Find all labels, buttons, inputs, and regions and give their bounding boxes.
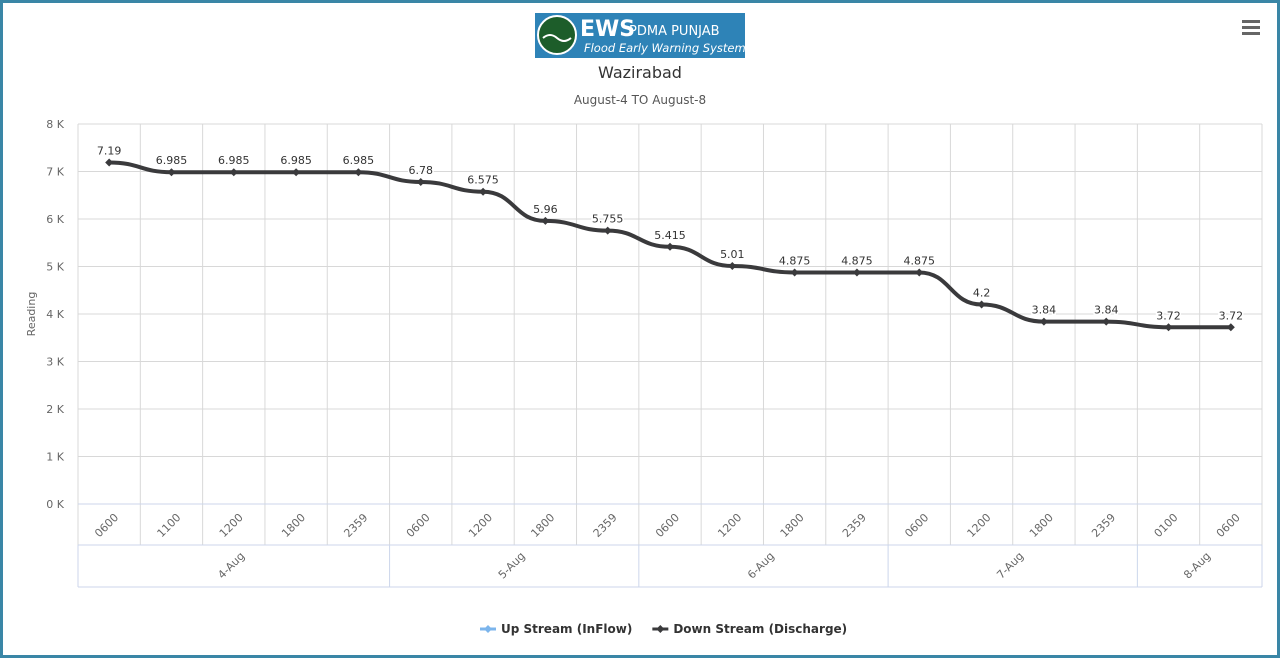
menu-bar[interactable] [1242,32,1260,35]
data-point [416,177,425,186]
data-label: 7.19 [97,144,122,157]
y-axis-title: Reading [25,292,38,337]
data-point [603,226,612,235]
y-tick-label: 4 K [46,308,64,321]
logo-main: EWS [580,17,635,42]
data-point [728,262,737,271]
data-point [1226,323,1235,332]
data-label: 5.415 [654,229,686,242]
data-point [977,300,986,309]
data-label: 6.575 [467,174,499,187]
y-tick-label: 6 K [46,213,64,226]
menu-bar[interactable] [1242,26,1260,29]
data-label: 3.84 [1032,304,1057,317]
legend-label[interactable]: Up Stream (InFlow) [501,622,632,636]
y-tick-label: 8 K [46,118,64,131]
data-label: 4.875 [841,254,873,267]
data-point [105,158,114,167]
data-label: 4.875 [904,254,936,267]
data-label: 3.72 [1156,309,1181,322]
legend-item[interactable]: Down Stream (Discharge) [652,622,847,636]
data-label: 6.985 [218,154,250,167]
data-label: 6.985 [156,154,188,167]
data-label: 6.78 [408,164,433,177]
data-point [790,268,799,277]
legend-item[interactable]: Up Stream (InFlow) [480,622,632,636]
data-label: 6.985 [280,154,312,167]
legend-marker [656,625,665,633]
data-label: 4.2 [973,287,991,300]
data-point [479,187,488,196]
data-point [292,168,301,177]
data-label: 3.84 [1094,304,1119,317]
y-tick-label: 7 K [46,166,64,179]
chart-subtitle: August-4 TO August-8 [574,93,706,107]
data-point [666,242,674,251]
data-label: 6.985 [343,154,375,167]
data-point [1039,317,1048,326]
logo: EWS PDMA PUNJAB Flood Early Warning Syst… [535,13,746,58]
data-label: 3.72 [1219,309,1244,322]
menu-button[interactable] [1242,20,1260,35]
y-tick-label: 5 K [46,261,64,274]
data-label: 5.755 [592,213,624,226]
data-point [1102,317,1111,326]
legend-marker [484,625,492,633]
data-label: 4.875 [779,254,811,267]
data-point [541,216,550,225]
logo-wave [542,34,572,42]
logo-org: PDMA PUNJAB [629,24,720,39]
menu-bar[interactable] [1242,20,1260,23]
legend-label[interactable]: Down Stream (Discharge) [673,622,847,636]
data-point [1164,323,1173,332]
data-point [915,268,924,277]
y-tick-label: 2 K [46,403,64,416]
data-point [852,268,861,277]
logo-emblem [537,15,577,55]
data-point [229,168,238,177]
data-point [354,168,363,177]
logo-tagline: Flood Early Warning System [584,41,746,55]
data-label: 5.96 [533,203,558,216]
data-point [167,168,176,177]
chart-title: Wazirabad [598,63,682,82]
y-tick-label: 0 K [46,498,64,511]
y-tick-label: 3 K [46,356,64,369]
y-tick-label: 1 K [46,451,64,464]
data-label: 5.01 [720,248,745,261]
